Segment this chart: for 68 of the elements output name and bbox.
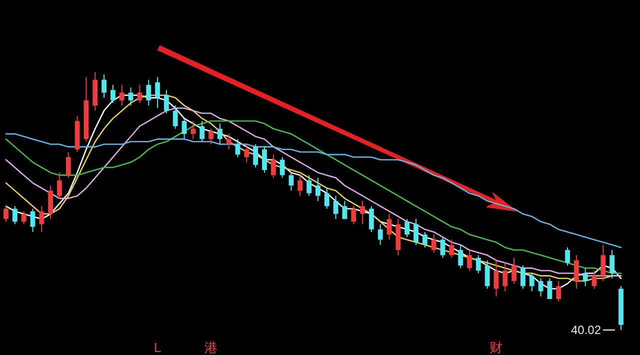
- candlestick: [119, 84, 124, 106]
- candlestick: [547, 278, 552, 300]
- candlestick: [208, 128, 214, 145]
- candlestick: [48, 185, 54, 220]
- candlestick: [280, 156, 285, 178]
- candlestick: [262, 146, 267, 174]
- candlestick: [110, 84, 116, 104]
- candlestick: [610, 250, 615, 279]
- candlestick: [190, 120, 196, 140]
- x-tick-label: L: [154, 340, 162, 355]
- candlestick: [164, 90, 169, 114]
- candlestick: [306, 174, 312, 196]
- candlestick: [414, 218, 418, 246]
- candlestick: [342, 200, 348, 220]
- candlestick: [512, 257, 516, 284]
- candlestick: [182, 118, 187, 140]
- candlestick: [30, 208, 36, 232]
- candlestick: [386, 213, 392, 240]
- candlestick: [200, 120, 205, 142]
- candlestick: [476, 254, 481, 274]
- candlestick: [12, 206, 18, 225]
- candlestick: [137, 84, 142, 104]
- candlestick: [556, 280, 562, 302]
- candlestick: [502, 262, 508, 292]
- candlestick: [288, 172, 294, 192]
- candlestick: [39, 206, 44, 232]
- candlestick: [316, 177, 320, 202]
- candlestick: [494, 260, 499, 297]
- x-tick-label: 财: [490, 340, 503, 355]
- candlestick: [4, 206, 8, 222]
- candlestick: [422, 231, 428, 248]
- candlestick: [449, 239, 454, 258]
- candlestick: [368, 206, 374, 232]
- x-tick-label: 港: [204, 340, 218, 355]
- candlestick: [529, 272, 534, 292]
- candlestick: [253, 144, 258, 168]
- candlestick: [172, 105, 178, 130]
- candlestick: [404, 218, 410, 238]
- candlestick: [378, 224, 383, 246]
- candlestick: [217, 123, 222, 145]
- candlestick: [582, 268, 588, 287]
- candlestick: [235, 138, 240, 158]
- candlestick: [360, 200, 365, 225]
- candlestick: [333, 195, 338, 220]
- candlestick: [226, 133, 232, 150]
- candlestick: [155, 76, 160, 109]
- candlestick: [351, 206, 356, 225]
- candlestick: [458, 244, 464, 269]
- candlestick: [431, 234, 436, 254]
- candlestick: [244, 144, 250, 163]
- annotation: 40.02: [570, 323, 602, 337]
- candlestick: [520, 265, 526, 290]
- candlestick: [565, 246, 570, 266]
- candlestick: [21, 210, 26, 225]
- candlestick: [467, 250, 472, 272]
- candlestick: [484, 260, 490, 290]
- candlestick: [102, 74, 106, 98]
- candlestick: [440, 236, 446, 258]
- candlestick: [57, 172, 62, 199]
- candlestick: [298, 174, 303, 196]
- candlestick: [600, 244, 606, 282]
- candlestick: [270, 154, 276, 178]
- candlestick: [66, 151, 71, 178]
- candlestick: [538, 278, 544, 297]
- candlestick: [146, 79, 152, 106]
- candlestick: [574, 254, 579, 290]
- candlestick: [128, 86, 134, 106]
- candlestick: [324, 188, 330, 210]
